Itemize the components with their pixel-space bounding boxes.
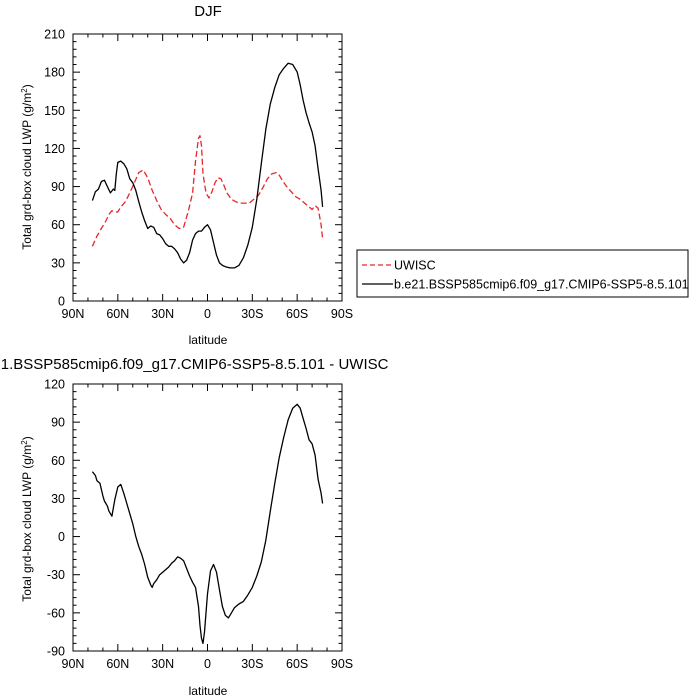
x-tick-label: 60S [286,307,308,321]
y-tick-label: 210 [44,28,65,42]
y-tick-label: 0 [58,295,65,309]
y-tick-label: 30 [51,492,65,506]
x-tick-label: 90S [331,307,353,321]
y-tick-label: 0 [58,530,65,544]
x-tick-label: 90S [331,657,353,671]
y-tick-label: 60 [51,218,65,232]
x-tick-label: 30N [151,657,174,671]
bottom-plot-area: -90 -60 -30 0 30 60 90 120 90N 60N 30N 0 30S 60S 90S [44,378,353,672]
x-tick-label: 90N [62,657,85,671]
y-tick-label: 90 [51,180,65,194]
x-tick-label: 60S [286,657,308,671]
series-line-model [91,62,324,269]
x-tick-label: 0 [204,657,211,671]
plot-frame [72,383,343,652]
y-tick-label: -60 [47,606,65,620]
series-line-uwisc [91,135,324,247]
y-tick-label: -30 [47,568,65,582]
y-tick-label: 150 [44,104,65,118]
y-tick-label: 60 [51,454,65,468]
x-tick-label: 0 [204,307,211,321]
legend: UWISC b.e21.BSSP585cmip6.f09_g17.CMIP6-S… [356,249,689,298]
legend-label-uwisc: UWISC [394,259,436,273]
y-tick-label: 30 [51,256,65,270]
bottom-y-axis-label: Total grd-box cloud LWP (g/m2) [20,436,34,601]
x-tick-label: 60N [106,657,129,671]
x-tick-label: 90N [62,307,85,321]
x-tick-label: 30S [241,307,263,321]
x-tick-label: 30S [241,657,263,671]
series-line-difference [91,403,324,645]
y-tick-label: 120 [44,378,65,392]
top-x-axis-label: latitude [189,333,228,347]
x-tick-label: 30N [151,307,174,321]
top-chart-title: DJF [194,3,222,20]
legend-label-model: b.e21.BSSP585cmip6.f09_g17.CMIP6-SSP5-8.… [394,278,689,292]
bottom-x-axis-label: latitude [189,684,228,698]
top-panel: DJF 0 30 60 90 120 150 180 210 90N 60N 30N 0 30S 60S 9… [20,3,353,347]
bottom-panel: b.e21.BSSP585cmip6.f09_g17.CMIP6-SSP5-8.… [0,356,389,698]
bottom-chart-title: b.e21.BSSP585cmip6.f09_g17.CMIP6-SSP5-8.… [0,356,389,373]
plot-frame [72,33,343,302]
y-tick-label: 180 [44,66,65,80]
top-y-axis-label: Total grd-box cloud LWP (g/m2) [20,84,34,249]
x-tick-label: 60N [106,307,129,321]
y-tick-label: 90 [51,416,65,430]
y-tick-label: -90 [47,645,65,659]
y-tick-label: 120 [44,142,65,156]
top-plot-area: 0 30 60 90 120 150 180 210 90N 60N 30N 0 30S 60S 90S [44,28,353,322]
legend-box [356,249,689,298]
